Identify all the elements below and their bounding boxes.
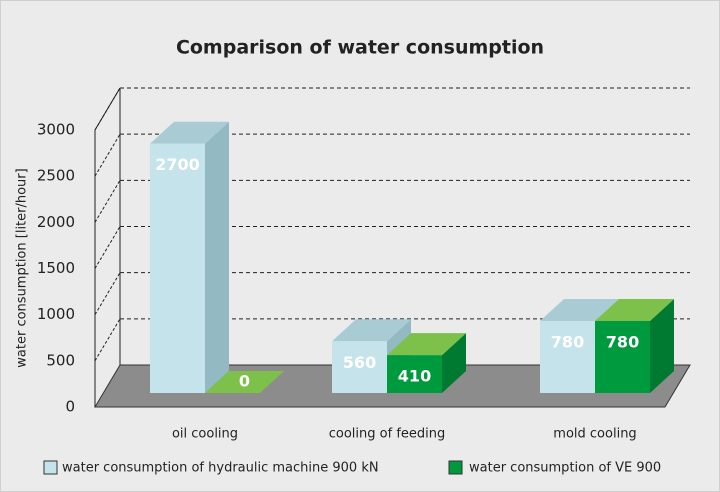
y-tick-label: 2000 [37, 213, 75, 231]
value-label: 780 [551, 332, 584, 351]
x-tick-label: oil cooling [172, 427, 238, 442]
legend-label: water consumption of VE 900 [469, 461, 661, 476]
grid-line [94, 180, 121, 223]
bar-top [205, 371, 284, 393]
grid-line [94, 318, 121, 362]
grid-line [94, 133, 121, 177]
y-tick-label: 0 [65, 398, 75, 416]
y-tick-label: 1500 [37, 259, 75, 277]
bar-top [150, 121, 229, 144]
value-label: 2700 [155, 155, 200, 174]
y-tick-label: 3000 [37, 121, 75, 139]
bar [540, 320, 595, 393]
x-tick-label: mold cooling [553, 427, 636, 442]
y-axis-label: water consumption [liter/hour] [15, 168, 30, 367]
y-tick-label: 2500 [37, 167, 75, 185]
bar [150, 143, 205, 393]
y-tick-label: 500 [46, 351, 75, 369]
bar-top [387, 333, 466, 356]
legend-swatch [448, 460, 463, 475]
chart-title: Comparison of water consumption [176, 37, 544, 59]
value-label: 780 [606, 332, 639, 351]
grid-line [94, 87, 121, 131]
bar-top [540, 298, 619, 321]
bar-top [332, 319, 411, 342]
grid-line [94, 226, 121, 269]
x-tick-label: cooling of feeding [329, 427, 446, 442]
value-label: 410 [398, 367, 431, 386]
bar [332, 341, 387, 393]
legend-swatch [43, 460, 58, 475]
grid-line [94, 272, 121, 315]
bar [595, 320, 650, 393]
bar-side [650, 298, 674, 393]
y-tick-label: 1000 [37, 305, 75, 323]
bar [387, 355, 442, 393]
bar-top [595, 298, 674, 321]
bar-side [205, 121, 229, 393]
bar-side [442, 333, 466, 393]
value-label: 560 [343, 353, 376, 372]
legend-label: water consumption of hydraulic machine 9… [62, 461, 379, 476]
value-label: 0 [239, 372, 250, 391]
